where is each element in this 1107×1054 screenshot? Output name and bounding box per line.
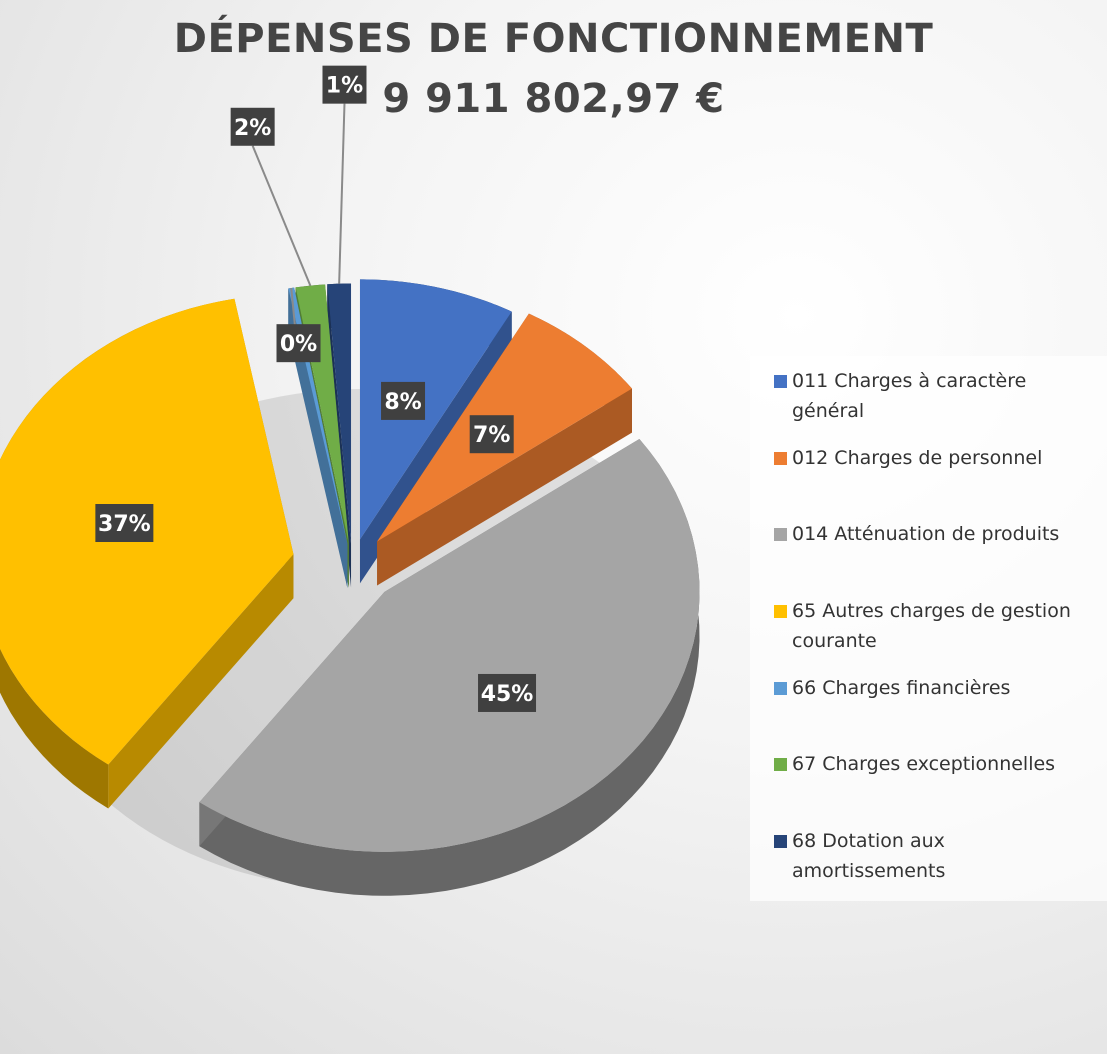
legend-label: 68 Dotation aux amortissements — [792, 830, 946, 882]
data-label-3: 37% — [98, 512, 151, 537]
data-label-5: 2% — [234, 116, 271, 141]
chart-title: DÉPENSES DE FONCTIONNEMENT — [173, 16, 934, 62]
data-label-2: 45% — [481, 682, 534, 707]
data-label-1: 7% — [473, 423, 510, 448]
slice-6 — [327, 283, 352, 544]
legend-swatch — [774, 605, 787, 618]
legend-item: 014 Atténuation de produits — [774, 519, 1099, 549]
chart-subtitle: 9 911 802,97 € — [382, 76, 725, 122]
legend-item: 011 Charges à caractère général — [774, 366, 1099, 426]
data-label-0: 8% — [384, 390, 421, 415]
legend-swatch — [774, 835, 787, 848]
legend-item: 65 Autres charges de gestion courante — [774, 596, 1099, 656]
data-label-box-5 — [230, 107, 275, 146]
legend-swatch — [774, 528, 787, 541]
data-label-4: 0% — [280, 332, 317, 357]
data-label-box-3 — [95, 504, 154, 543]
legend-label: 67 Charges exceptionnelles — [792, 753, 1056, 775]
legend-swatch — [774, 452, 787, 465]
legend-swatch — [774, 682, 787, 695]
data-label-box-6 — [322, 65, 367, 104]
legend-label: 014 Atténuation de produits — [792, 523, 1060, 545]
legend-label: 66 Charges financières — [792, 677, 1011, 699]
data-label-box-0 — [381, 381, 426, 420]
slice-wall-3-0 — [108, 554, 294, 809]
legend-swatch — [774, 758, 787, 771]
chart-legend: 011 Charges à caractère général 012 Charg… — [750, 356, 1107, 901]
legend-label: 012 Charges de personnel — [792, 447, 1043, 469]
legend-swatch — [774, 375, 787, 388]
slice-wall-1-1 — [377, 388, 632, 586]
legend-item: 012 Charges de personnel — [774, 443, 1099, 473]
leader-line-6 — [338, 103, 346, 284]
legend-item: 68 Dotation aux amortissements — [774, 826, 1099, 886]
slice-0 — [359, 279, 512, 540]
legend-item: 66 Charges financières — [774, 673, 1099, 703]
leader-line-5 — [251, 145, 312, 287]
data-label-6: 1% — [326, 74, 363, 99]
slice-2 — [199, 439, 700, 852]
pie-data-labels: 8% 7% 45% 37% 0% 2% 1% — [95, 65, 537, 712]
data-label-box-4 — [276, 324, 321, 363]
data-label-box-2 — [478, 673, 537, 712]
legend-item: 67 Charges exceptionnelles — [774, 749, 1099, 779]
legend-label: 011 Charges à caractère général — [792, 370, 1027, 422]
legend-label: 65 Autres charges de gestion courante — [792, 600, 1071, 652]
data-label-box-1 — [469, 415, 514, 454]
